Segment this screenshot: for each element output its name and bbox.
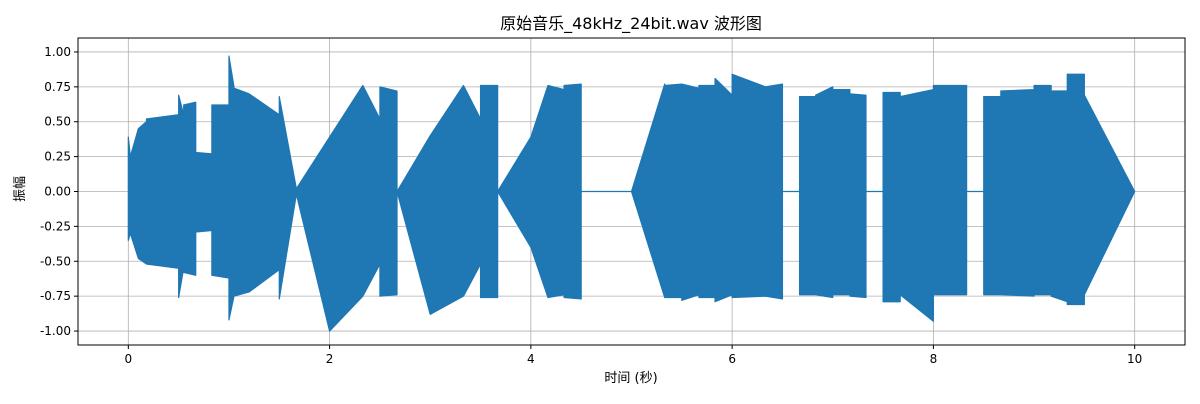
x-tick-label-0: 0	[124, 352, 132, 366]
waveform-envelope	[127, 55, 1136, 332]
waveform-series	[127, 55, 1136, 332]
y-tick-label-1: 0.75	[44, 80, 71, 94]
x-tick-label-3: 6	[728, 352, 736, 366]
x-tick-label-5: 10	[1127, 352, 1142, 366]
y-tick-label-3: 0.25	[44, 150, 71, 164]
x-axis-label: 时间 (秒)	[604, 371, 657, 386]
x-tick-label-2: 4	[527, 352, 535, 366]
y-tick-label-6: -0.50	[40, 254, 71, 268]
y-tick-label-8: -1.00	[40, 324, 71, 338]
y-tick-label-4: 0.00	[44, 185, 71, 199]
y-tick-label-2: 0.50	[44, 115, 71, 129]
y-tick-label-7: -0.75	[40, 289, 71, 303]
y-tick-label-0: 1.00	[44, 45, 71, 59]
axes-layer: 0 2 4 6 8 10 1.00 0.75 0.50 0.25 0.00 -0.25 -0.50 -0.…	[40, 37, 1186, 366]
y-axis-label: 振幅	[13, 176, 28, 202]
y-tick-label-5: -0.25	[40, 219, 71, 233]
x-tick-label-1: 2	[326, 352, 334, 366]
x-tick-label-4: 8	[930, 352, 938, 366]
chart-title: 原始音乐_48kHz_24bit.wav 波形图	[500, 14, 762, 34]
